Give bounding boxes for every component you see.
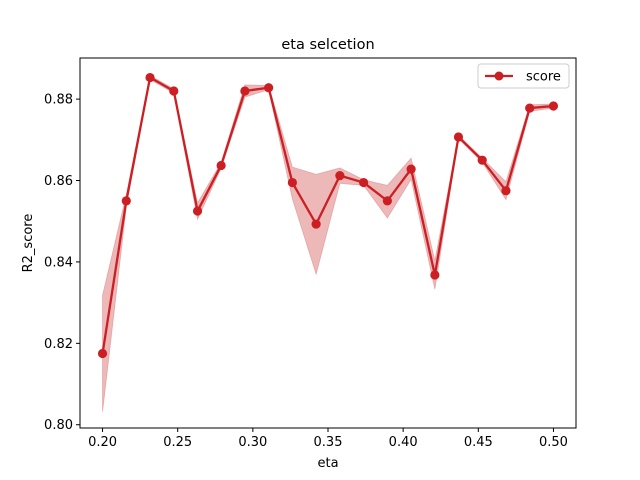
x-tick-label: 0.45 [464,435,493,450]
data-point [264,83,274,93]
data-point [335,171,345,181]
x-tick-label: 0.30 [238,435,267,450]
data-point [287,177,297,188]
y-tick-label: 0.88 [44,93,73,108]
y-tick-label: 0.82 [44,337,73,352]
data-point [192,206,203,216]
data-point [548,101,559,111]
x-tick-label: 0.20 [88,435,117,450]
series-line-layer [101,76,555,355]
data-point [311,219,321,229]
data-point [453,132,464,142]
data-point [525,103,535,113]
y-axis: 0.80 0.82 0.84 0.86 0.88 [44,93,80,433]
data-point [121,196,131,206]
data-point [240,86,250,96]
chart-title: eta selcetion [281,37,374,53]
x-tick-label: 0.35 [314,435,343,450]
series-point-layer [97,72,559,359]
y-tick-label: 0.86 [44,174,73,189]
legend-label-score: score [526,70,561,85]
data-point [169,86,179,96]
y-tick-label: 0.84 [44,255,73,270]
x-tick-label: 0.50 [539,435,568,450]
x-axis-title: eta [317,456,338,471]
y-axis-title: R2_score [21,214,36,273]
y-tick-label: 0.80 [44,418,73,433]
x-tick-label: 0.25 [163,435,192,450]
series-line [101,76,555,355]
data-point [477,155,487,165]
x-axis: 0.20 0.25 0.30 0.35 0.40 0.45 0.50 [88,428,568,450]
data-point [97,348,108,359]
legend-box [477,63,570,89]
data-point [359,177,369,188]
legend: score [477,63,570,89]
legend-marker-swatch [494,71,504,81]
data-point [430,270,440,280]
data-point [501,186,511,196]
data-point [216,160,226,171]
x-tick-label: 0.40 [389,435,418,450]
data-point [145,72,155,83]
data-point [382,196,392,206]
data-point [406,164,416,174]
